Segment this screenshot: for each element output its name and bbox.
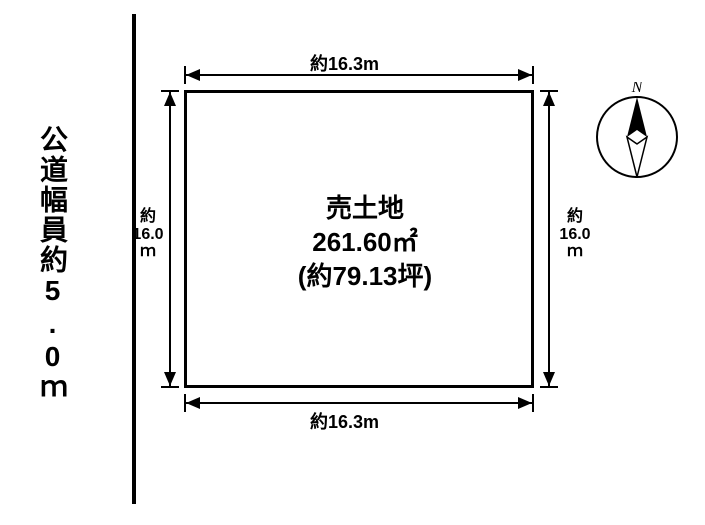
plot-area-m2: 261.60㎡ xyxy=(260,226,470,260)
dim-left-unit: ｍ xyxy=(128,243,168,261)
dim-top-arrow-right xyxy=(518,69,532,81)
dim-right-line xyxy=(548,90,550,388)
dim-right-arrow-bottom xyxy=(543,372,555,386)
dim-right-approx: 約 xyxy=(555,208,595,226)
dim-right-unit: ｍ xyxy=(555,243,595,261)
dim-left-arrow-top xyxy=(164,92,176,106)
plot-title: 売土地 xyxy=(260,192,470,226)
dim-right-val: 16.0 xyxy=(555,226,595,244)
compass-icon: N xyxy=(592,82,682,187)
dim-left-label: 約 16.0 ｍ xyxy=(128,208,168,261)
dim-bottom-tick-right xyxy=(532,394,534,412)
dim-bottom-line xyxy=(184,402,534,404)
dim-bottom-arrow-right xyxy=(518,397,532,409)
dim-right-label: 約 16.0 ｍ xyxy=(555,208,595,261)
dim-top-label: 約16.3m xyxy=(310,50,379,76)
dim-top-arrow-left xyxy=(186,69,200,81)
dim-top-tick-right xyxy=(532,66,534,84)
plot-info: 売土地 261.60㎡ (約79.13坪) xyxy=(260,192,470,293)
dim-left-tick-bottom xyxy=(161,386,179,388)
road-width-label: 公道幅員約5.0ｍ xyxy=(32,125,72,404)
plot-area-tsubo: (約79.13坪) xyxy=(260,260,470,294)
dim-bottom-arrow-left xyxy=(186,397,200,409)
dim-left-line xyxy=(169,90,171,388)
dim-right-tick-bottom xyxy=(540,386,558,388)
dim-left-val: 16.0 xyxy=(128,226,168,244)
dim-bottom-label: 約16.3m xyxy=(310,408,379,434)
dim-left-arrow-bottom xyxy=(164,372,176,386)
dim-left-approx: 約 xyxy=(128,208,168,226)
compass-n-label: N xyxy=(631,82,644,96)
dim-right-arrow-top xyxy=(543,92,555,106)
